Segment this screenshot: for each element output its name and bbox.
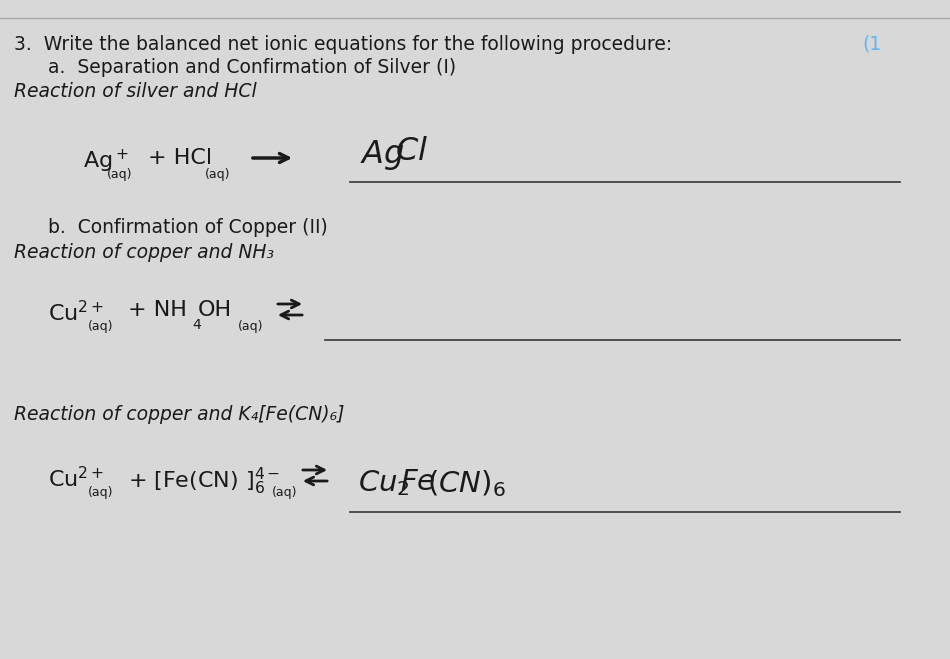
Text: OH: OH [198, 300, 232, 320]
Text: + NH: + NH [128, 300, 187, 320]
Text: (aq): (aq) [272, 486, 297, 499]
Text: a.  Separation and Confirmation of Silver (I): a. Separation and Confirmation of Silver… [48, 58, 456, 77]
Text: (aq): (aq) [107, 168, 132, 181]
Text: Ag$^+$: Ag$^+$ [83, 148, 129, 175]
Text: b.  Confirmation of Copper (II): b. Confirmation of Copper (II) [48, 218, 328, 237]
Text: (1: (1 [862, 35, 882, 54]
Text: Reaction of silver and HCl: Reaction of silver and HCl [14, 82, 256, 101]
Text: + [Fe(CN) ]$^{4-}_{6}$: + [Fe(CN) ]$^{4-}_{6}$ [128, 466, 280, 497]
Text: Reaction of copper and NH₃: Reaction of copper and NH₃ [14, 243, 274, 262]
Text: (aq): (aq) [88, 486, 113, 499]
Text: $\mathit{Fe}$: $\mathit{Fe}$ [400, 468, 435, 496]
Text: 4: 4 [192, 318, 200, 332]
Text: (aq): (aq) [238, 320, 263, 333]
Text: Cu$^{2+}$: Cu$^{2+}$ [48, 466, 104, 491]
Text: + HCl: + HCl [148, 148, 212, 168]
Text: $\mathit{Cu_2}$: $\mathit{Cu_2}$ [358, 468, 409, 498]
Text: Cu$^{2+}$: Cu$^{2+}$ [48, 300, 104, 325]
Text: (aq): (aq) [205, 168, 231, 181]
Text: $\mathit{(CN)_6}$: $\mathit{(CN)_6}$ [427, 468, 505, 499]
Text: $\mathit{Ag}$: $\mathit{Ag}$ [360, 138, 405, 172]
Text: (aq): (aq) [88, 320, 113, 333]
Text: Reaction of copper and K₄[Fe(CN)₆]: Reaction of copper and K₄[Fe(CN)₆] [14, 405, 345, 424]
Text: $\mathit{Cl}$: $\mathit{Cl}$ [395, 136, 428, 167]
Text: 3.  Write the balanced net ionic equations for the following procedure:: 3. Write the balanced net ionic equation… [14, 35, 678, 54]
